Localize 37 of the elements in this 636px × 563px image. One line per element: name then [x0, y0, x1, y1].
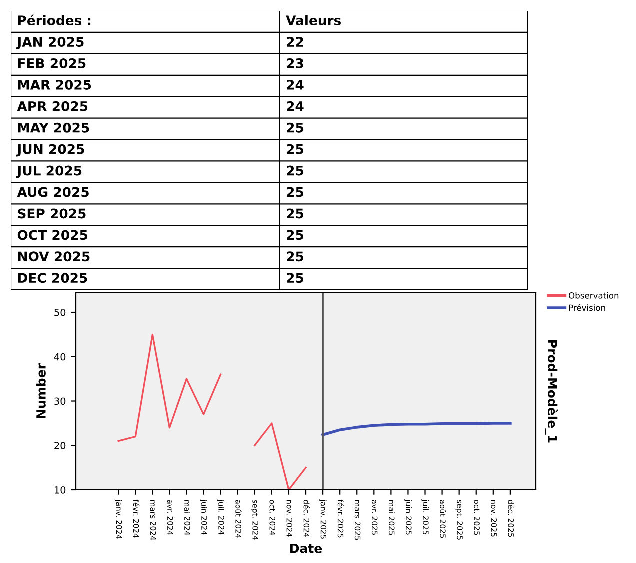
category-label: MAR 2025 [18, 80, 92, 90]
text: Périodes : [18, 14, 91, 26]
data-label: 25 [287, 122, 304, 133]
category-label: DEC 2025 [18, 273, 88, 284]
data-label: 23 [287, 58, 304, 68]
category-label: AUG 2025 [17, 187, 89, 198]
y-tick-label: 30 [54, 398, 66, 406]
category-label: OCT 2025 [18, 230, 88, 240]
category-label: NOV 2025 [18, 252, 90, 262]
category-label: MAY 2025 [18, 122, 90, 133]
data-label: 22 [287, 37, 304, 47]
data-label: 24 [287, 80, 304, 90]
data-label: 25 [287, 230, 304, 240]
text: Prod-Modèle_1 [545, 340, 558, 443]
data-label: 25 [287, 187, 304, 198]
line-series [322, 422, 512, 436]
category-label: JUN 2025 [16, 144, 84, 157]
y-tick-label: 10 [54, 486, 66, 494]
category-label: JUL 2025 [16, 166, 82, 178]
data-label: 24 [287, 101, 304, 112]
data-label: 25 [287, 273, 304, 284]
y-tick-label: 20 [54, 442, 66, 450]
data-label: 25 [287, 166, 304, 176]
data-label: 25 [287, 252, 304, 262]
category-label: FEB 2025 [18, 58, 86, 68]
category-label: JAN 2025 [16, 37, 84, 50]
legend-label: Prévision [569, 304, 606, 312]
legend-label: Observation [569, 292, 619, 299]
category-label: SEP 2025 [18, 208, 86, 219]
text: Valeurs [286, 15, 342, 26]
y-axis-title: Number [36, 364, 46, 418]
data-label: 25 [287, 144, 304, 154]
y-tick-label: 40 [54, 353, 66, 361]
category-label: APR 2025 [17, 101, 88, 112]
data-label: 25 [287, 208, 304, 219]
x-axis-title: Date [290, 544, 322, 554]
y-tick-label: 50 [54, 309, 66, 316]
